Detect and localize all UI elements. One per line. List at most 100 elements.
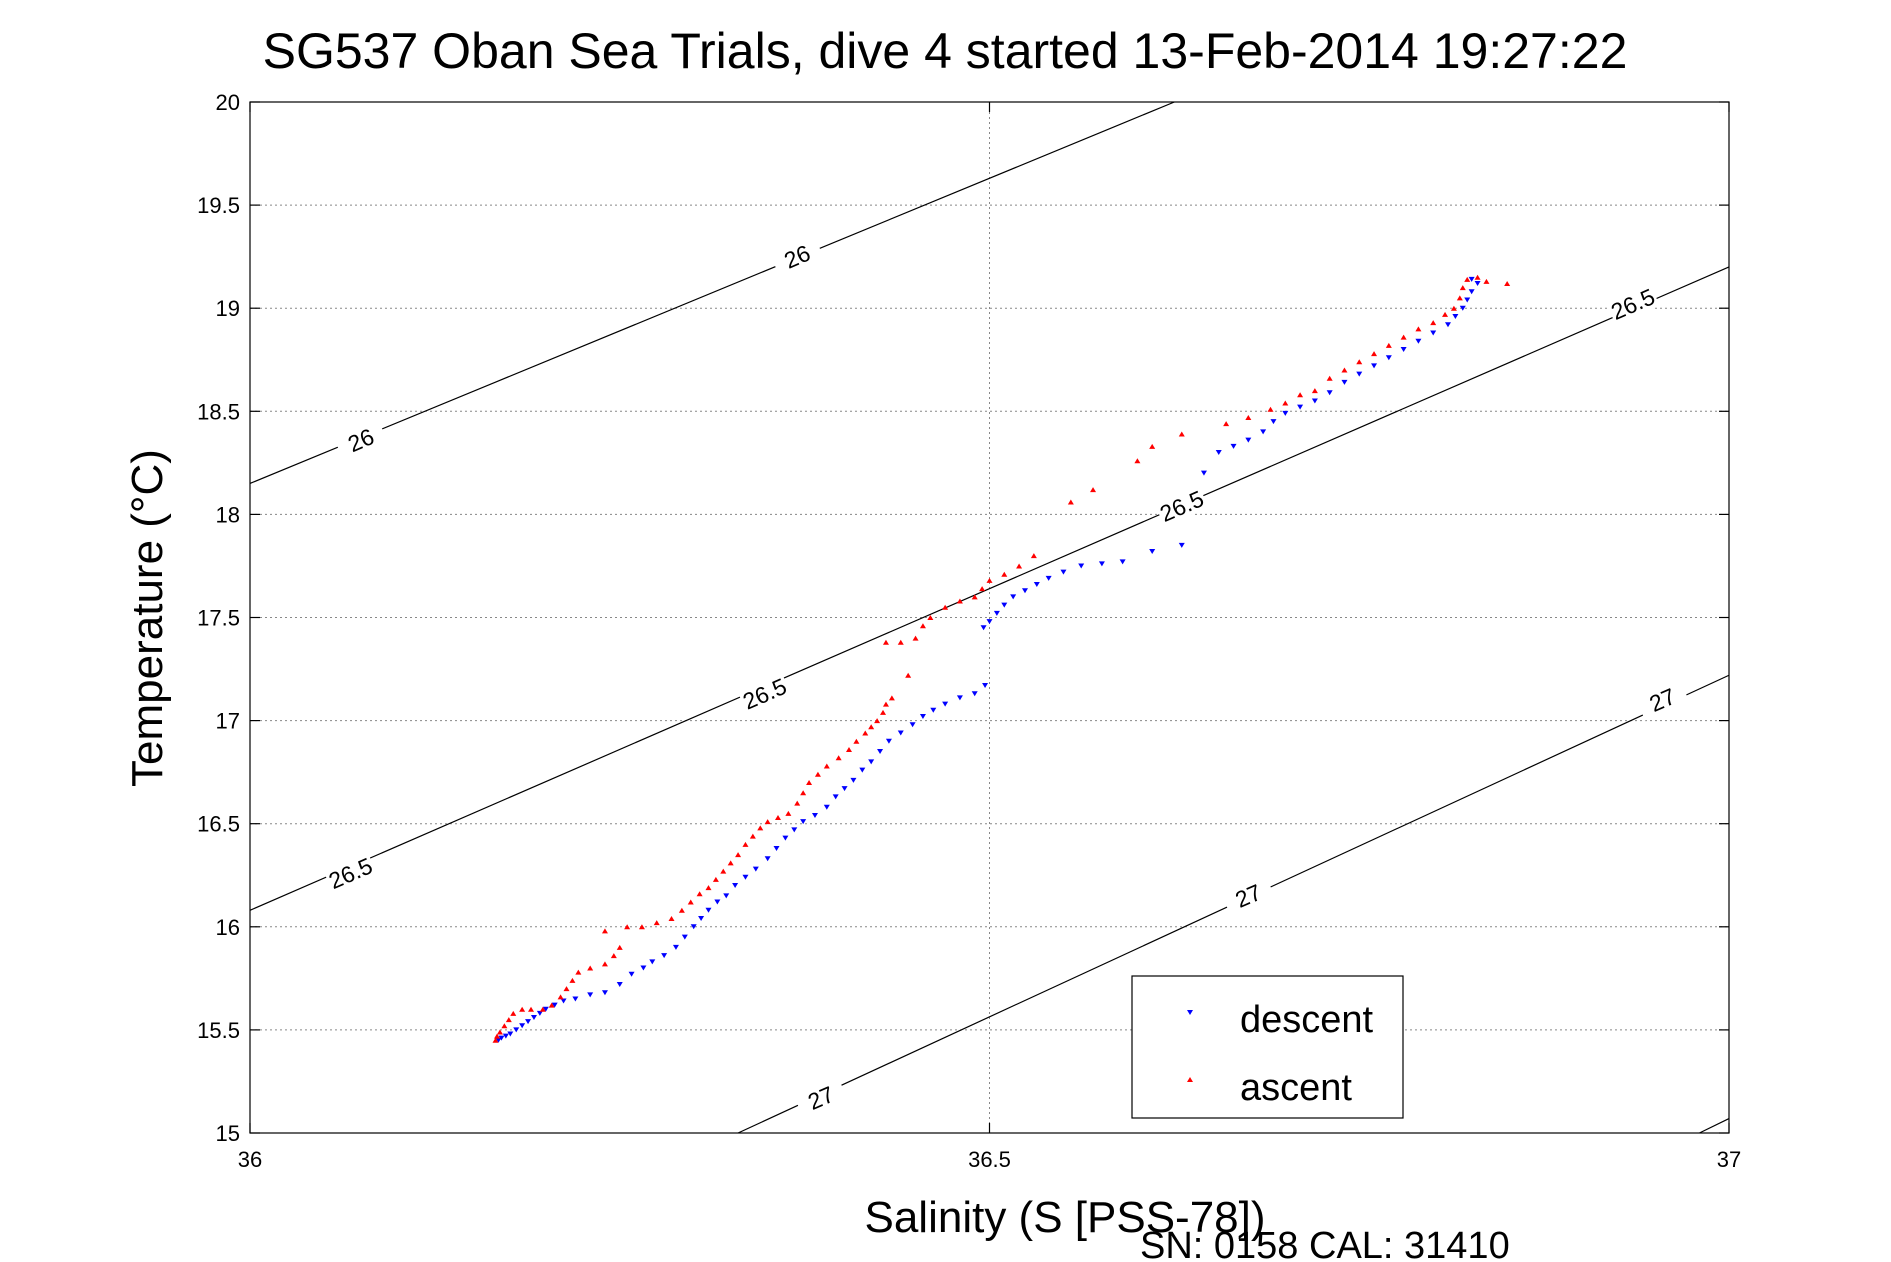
y-tick-label: 20 xyxy=(216,90,240,115)
ascent-point xyxy=(1459,285,1466,291)
descent-point xyxy=(1001,602,1008,608)
descent-point xyxy=(1178,542,1185,548)
ascent-point xyxy=(742,841,749,847)
ascent-point xyxy=(496,1029,503,1035)
contour-label-bg xyxy=(737,673,792,715)
serial-calibration-text: SN: 0158 CAL: 31410 xyxy=(1140,1225,1510,1262)
ascent-point xyxy=(501,1023,508,1029)
ascent-point xyxy=(624,924,631,930)
contour-label-bg xyxy=(794,1077,848,1119)
ascent-point xyxy=(1456,295,1463,301)
ascent-point xyxy=(853,738,860,744)
descent-point xyxy=(1098,561,1105,567)
descent-point xyxy=(690,924,697,930)
ascent-point xyxy=(1504,280,1511,286)
ascent-point xyxy=(1442,311,1449,317)
ascent-point xyxy=(1415,326,1422,332)
y-tick-label: 19 xyxy=(216,296,240,321)
descent-point xyxy=(823,804,830,810)
ascent-point xyxy=(862,730,869,736)
descent-point xyxy=(672,944,679,950)
descent-point xyxy=(498,1035,505,1041)
ascent-point xyxy=(1267,406,1274,412)
descent-point xyxy=(859,767,866,773)
contour-line-26 xyxy=(249,101,1175,485)
ascent-point xyxy=(956,598,963,604)
ascent-point xyxy=(1245,414,1252,420)
descent-point xyxy=(572,996,579,1002)
y-axis: 15 15.5 16 16.5 17 17.5 18 18.5 19 19.5 20 xyxy=(197,90,1729,1146)
ascent-point xyxy=(653,920,660,926)
descent-point xyxy=(800,819,807,825)
contour-label-bg xyxy=(1635,679,1690,721)
x-tick-label: 36.5 xyxy=(968,1147,1011,1172)
descent-point xyxy=(698,916,705,922)
ascent-point xyxy=(1311,388,1318,394)
x-tick-label: 36 xyxy=(238,1147,262,1172)
descent-point xyxy=(1371,363,1378,369)
ascent-point xyxy=(868,724,875,730)
descent-point xyxy=(1311,398,1318,404)
ascent-point xyxy=(610,953,617,959)
descent-point xyxy=(616,982,623,988)
ascent-point xyxy=(712,876,719,882)
descent-point xyxy=(980,625,987,631)
ascent-point xyxy=(912,635,919,641)
x-tick-label: 37 xyxy=(1717,1147,1741,1172)
ascent-point xyxy=(1001,571,1008,577)
ascent-point xyxy=(638,924,645,930)
descent-point xyxy=(897,730,904,736)
descent-point xyxy=(536,1010,543,1016)
contour-line-26.5 xyxy=(249,266,1730,911)
x-axis-label: Salinity (S [PSS-78]) xyxy=(864,1193,1265,1242)
descent-point xyxy=(1430,330,1437,336)
descent-point xyxy=(723,893,730,899)
ascent-point xyxy=(919,623,926,629)
descent-point xyxy=(773,845,780,851)
ascent-point xyxy=(806,779,813,785)
descent-point xyxy=(841,786,848,792)
ascent-point xyxy=(587,965,594,971)
ascent-point xyxy=(668,916,675,922)
descent-point xyxy=(732,883,739,889)
ascent-point xyxy=(1297,392,1304,398)
ascent-point xyxy=(1464,276,1471,282)
legend: descent ascent xyxy=(1131,975,1404,1119)
ascent-point xyxy=(897,639,904,645)
ascent-point xyxy=(687,899,694,905)
ascent-point xyxy=(678,907,685,913)
ascent-point xyxy=(601,961,608,967)
descent-point xyxy=(1260,429,1267,435)
x-axis: 36 36.5 37 xyxy=(238,102,1741,1172)
descent-point xyxy=(1385,355,1392,361)
ascent-point xyxy=(927,615,934,620)
contour-label-bg xyxy=(1221,875,1276,917)
descent-point xyxy=(942,701,949,707)
ascent-point xyxy=(882,639,889,645)
descent-point xyxy=(1282,410,1289,416)
descent-point xyxy=(752,866,759,872)
ascent-point xyxy=(1385,342,1392,348)
ascent-point xyxy=(749,833,756,839)
descent-point xyxy=(587,992,594,998)
descent-point xyxy=(530,1015,537,1021)
descent-point xyxy=(649,959,656,965)
ascent-point xyxy=(1474,274,1481,280)
ascent-point xyxy=(1016,563,1023,569)
descent-point xyxy=(1400,346,1407,352)
descent-point xyxy=(495,1037,502,1043)
descent-point xyxy=(1245,437,1252,443)
descent-point xyxy=(1468,289,1475,295)
descent-point xyxy=(1444,322,1451,328)
ascent-point xyxy=(1400,334,1407,340)
ascent-point xyxy=(942,604,949,610)
ascent-point xyxy=(1030,553,1037,559)
ascent-point xyxy=(1223,421,1230,427)
descent-point xyxy=(742,874,749,880)
descent-point xyxy=(930,707,937,713)
legend-descent-marker xyxy=(1187,1010,1193,1015)
ascent-point xyxy=(505,1017,512,1023)
contour-label-bg xyxy=(1606,283,1660,325)
contour-label-bg xyxy=(1154,485,1209,527)
